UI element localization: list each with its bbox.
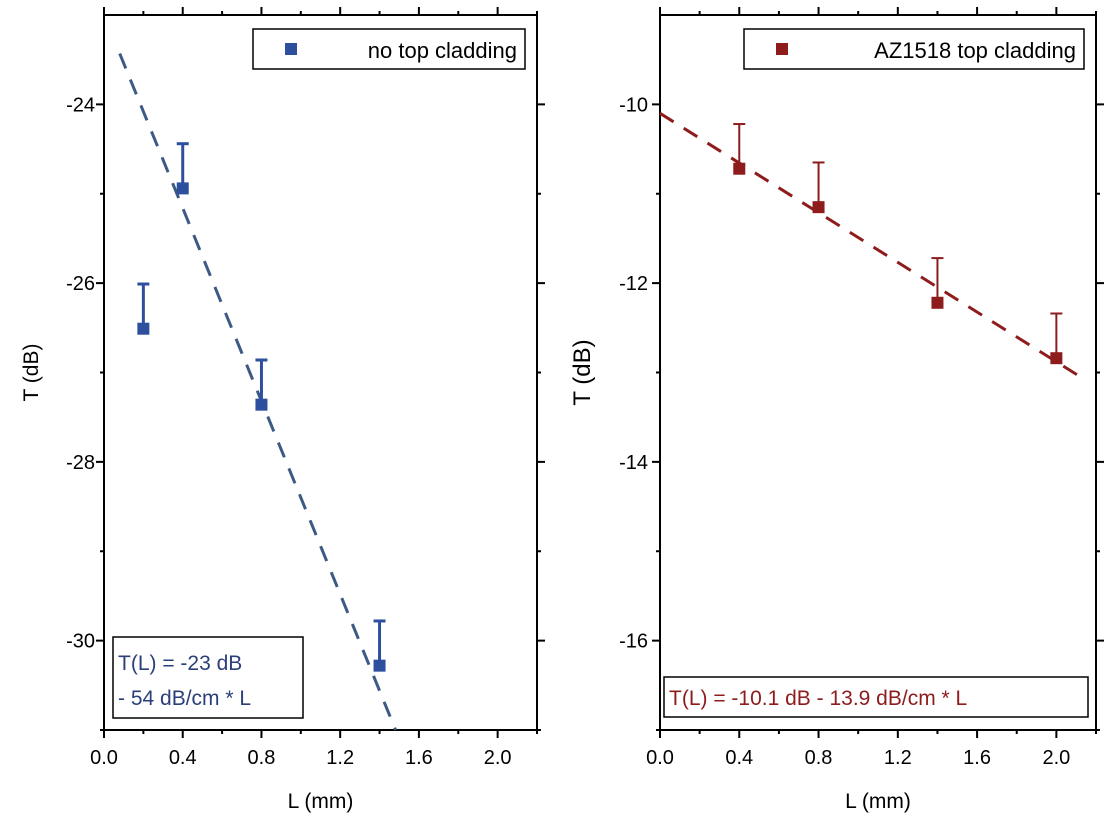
y-tick-label: -24 [66, 94, 95, 116]
x-tick-label: 0.4 [725, 747, 753, 769]
fit-line [118, 53, 397, 731]
x-tick-label: 0.4 [169, 747, 197, 769]
legend-marker [285, 43, 297, 55]
fit-equation-box [112, 636, 304, 719]
plot-frame [103, 14, 538, 731]
fit-equation-line1: T(L) = -10.1 dB - 13.9 dB/cm * L [669, 687, 967, 710]
x-tick-label: 2.0 [484, 747, 512, 769]
fit-equation-line2: - 54 dB/cm * L [118, 687, 251, 710]
data-point [812, 201, 825, 214]
x-axis-title: L (mm) [288, 790, 354, 813]
x-tick-label: 1.2 [326, 747, 354, 769]
data-point [176, 182, 189, 195]
x-tick-label: 1.6 [963, 747, 991, 769]
plot-frame [659, 14, 1097, 731]
y-tick-label: -10 [619, 94, 648, 116]
legend-label: no top cladding [368, 38, 517, 63]
legend-box [252, 28, 526, 70]
y-tick-label: -28 [66, 452, 95, 474]
y-tick-label: -16 [619, 631, 648, 653]
data-point [931, 296, 944, 309]
x-tick-label: 0.8 [248, 747, 276, 769]
y-tick-label: -14 [619, 452, 648, 474]
x-axis-title: L (mm) [845, 790, 911, 813]
data-point [137, 322, 150, 335]
fit-line [659, 112, 1087, 382]
data-point [733, 162, 746, 175]
x-tick-label: 0.0 [90, 747, 118, 769]
chart-panel-2: 0.0 0.4 0.8 1.2 1.6 2.0 -10 -12 -14 -16 L (mm) T (d… [569, 7, 1104, 813]
fit-equation-box [663, 676, 1089, 718]
x-tick-label: 1.2 [884, 747, 912, 769]
data-point [1050, 352, 1063, 365]
x-tick-label: 1.6 [405, 747, 433, 769]
x-tick-label: 0.8 [805, 747, 833, 769]
legend-marker [776, 43, 788, 55]
y-tick-label: -30 [66, 631, 95, 653]
x-tick-label: 0.0 [646, 747, 674, 769]
data-point [373, 659, 386, 672]
fit-equation-line1: T(L) = -23 dB [118, 652, 242, 675]
data-point [255, 398, 268, 411]
y-tick-label: -26 [66, 273, 95, 295]
y-axis-title: T (dB) [569, 339, 596, 405]
chart-panel-1: 0.0 0.4 0.8 1.2 1.6 2.0 -24 -26 -28 -30 L (mm) T (d… [20, 7, 545, 813]
legend-label: AZ1518 top cladding [874, 38, 1076, 63]
x-tick-label: 2.0 [1042, 747, 1070, 769]
y-axis-title: T (dB) [20, 344, 43, 402]
legend-box [743, 28, 1085, 70]
y-tick-label: -12 [619, 273, 648, 295]
